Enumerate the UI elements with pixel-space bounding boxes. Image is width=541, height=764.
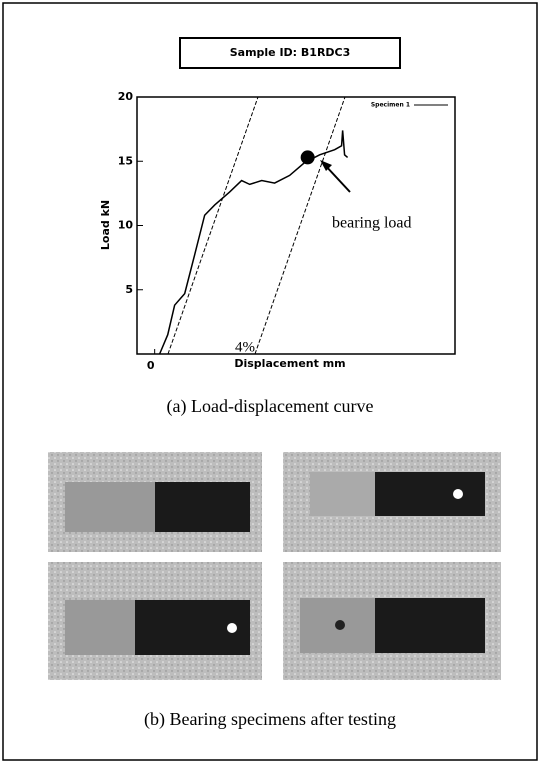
hole xyxy=(453,489,463,499)
y-tick-label: 10 xyxy=(118,219,134,232)
legend-label: Specimen 1 xyxy=(371,102,410,109)
annotation: bearing load xyxy=(332,215,412,232)
specimen-end xyxy=(310,472,375,516)
y-axis-label: Load kN xyxy=(99,200,112,250)
y-tick-label: 20 xyxy=(118,90,134,103)
y-tick-label: 15 xyxy=(118,154,133,167)
caption: (b) Bearing specimens after testing xyxy=(144,709,396,730)
x-tick-label: 0 xyxy=(147,359,155,372)
bearing-point xyxy=(301,150,315,164)
figure: Sample ID: B1RDC3 Load kN Displacement m… xyxy=(0,0,541,764)
hole xyxy=(227,623,237,633)
caption: (a) Load-displacement curve xyxy=(167,396,374,417)
x-axis-label: Displacement mm xyxy=(234,357,345,370)
offset-label: 4% xyxy=(235,339,255,355)
specimen-end xyxy=(65,482,155,532)
offset-line xyxy=(168,97,258,354)
specimen-end xyxy=(65,600,135,655)
mark xyxy=(335,620,345,630)
chart-title: Sample ID: B1RDC3 xyxy=(230,46,351,59)
line xyxy=(160,130,348,354)
y-tick-label: 5 xyxy=(125,283,133,296)
photos xyxy=(48,452,501,680)
